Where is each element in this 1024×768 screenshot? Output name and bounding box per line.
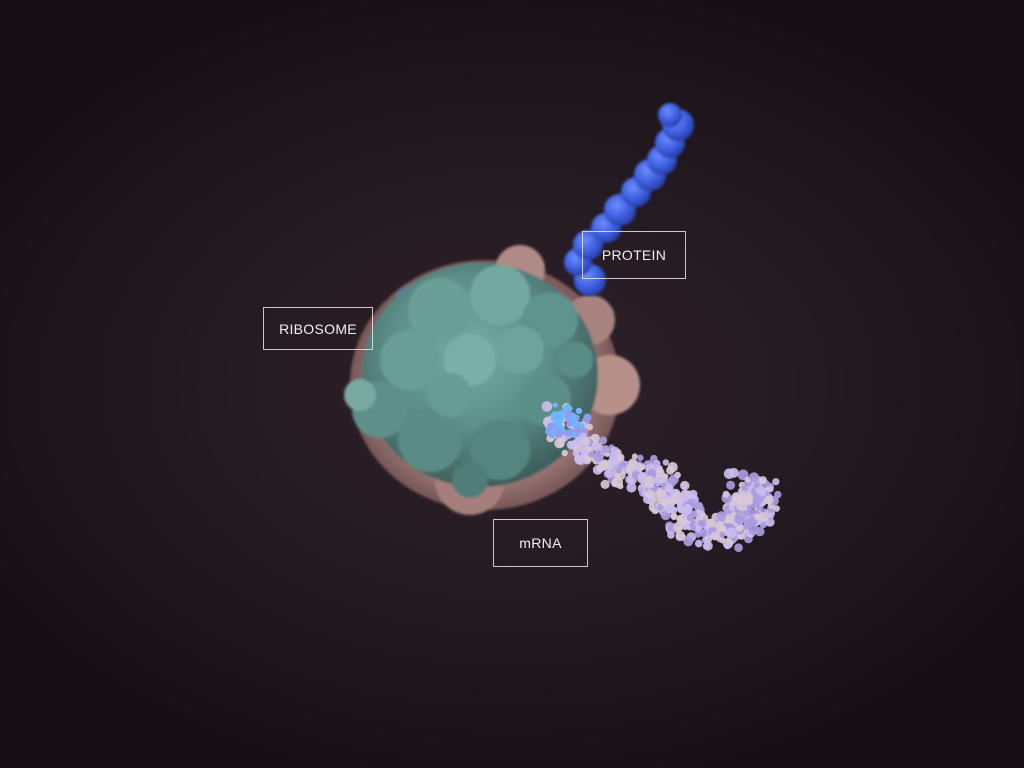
mrna-label: mRNA [493, 519, 588, 567]
protein-label: PROTEIN [582, 231, 686, 279]
mrna-strand [541, 401, 782, 552]
ribosome-label: RIBOSOME [263, 307, 373, 350]
ribosome-shape [344, 245, 640, 515]
protein-chain [564, 103, 694, 296]
